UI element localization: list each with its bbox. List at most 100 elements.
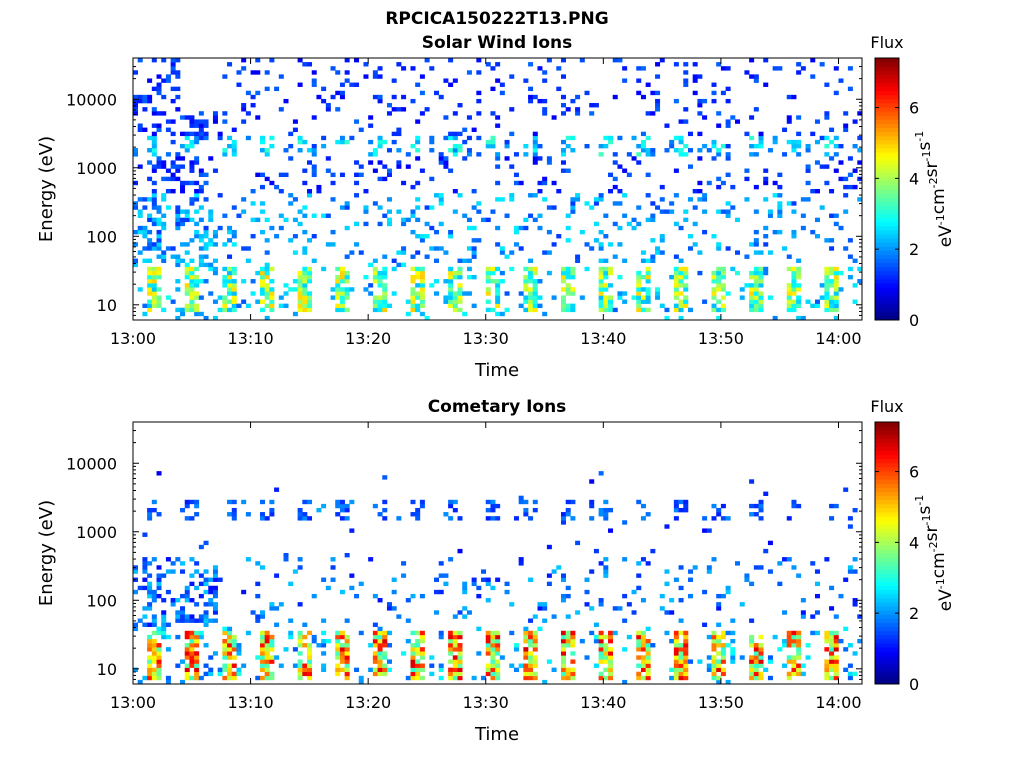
heatmap-cell [796,283,802,288]
heatmap-cell [683,651,689,656]
heatmap-cell [339,303,345,309]
heatmap-cell [495,516,501,521]
heatmap-cell [829,651,835,656]
heatmap-cell [598,143,604,149]
heatmap-cell [311,634,317,640]
heatmap-cell [716,679,722,685]
heatmap-cell [678,499,684,505]
heatmap-cell [560,168,566,173]
heatmap-cell [311,152,317,157]
heatmap-cell [448,557,454,562]
heatmap-cell [683,647,689,652]
heatmap-cell [419,291,425,296]
unit-exponent: -1 [913,131,926,142]
heatmap-cell [255,561,261,566]
heatmap-cell [151,217,157,223]
heatmap-cell [622,291,628,296]
heatmap-cell [255,299,261,304]
heatmap-cell [429,655,435,660]
heatmap-cell [570,98,576,104]
heatmap-cell [542,70,548,75]
heatmap-cell [175,94,181,100]
heatmap-cell [377,299,383,304]
heatmap-cell [330,287,336,292]
heatmap-cell [608,655,614,660]
heatmap-cell [419,655,425,660]
heatmap-cell [829,299,835,304]
heatmap-cell [692,221,698,227]
heatmap-cell [194,618,200,623]
heatmap-cell [523,143,529,149]
heatmap-cell [170,70,176,75]
heatmap-cell [410,287,416,292]
heatmap-cell [655,205,661,210]
heatmap-cell [664,315,670,321]
heatmap-cell [462,156,468,161]
heatmap-cell [194,503,200,509]
heatmap-cell [640,598,646,603]
heatmap-cell [716,62,722,67]
heatmap-cell [255,270,261,276]
heatmap-cell [255,614,261,619]
heatmap-cell [396,516,402,521]
heatmap-cell [749,242,755,247]
heatmap-cell [796,258,802,263]
heatmap-cell [212,315,218,321]
heatmap-cell [575,610,581,615]
heatmap-cell [274,234,280,239]
heatmap-cell [725,98,731,104]
heatmap-cell [203,242,209,247]
heatmap-cell [857,176,863,182]
heatmap-cell [678,659,684,664]
colorbar-swatch [875,643,899,648]
heatmap-cell [528,577,534,582]
heatmap-cell [800,315,806,321]
heatmap-cell [311,82,317,87]
heatmap-cell [528,655,534,660]
heatmap-cell [415,647,421,652]
heatmap-cell [344,516,350,521]
heatmap-cell [800,598,806,603]
heatmap-cell [593,201,599,206]
heatmap-cell [203,225,209,231]
heatmap-cell [368,115,374,120]
heatmap-cell [269,299,275,304]
heatmap-cell [800,663,806,668]
heatmap-cell [278,295,284,300]
heatmap-cell [791,638,797,644]
heatmap-cell [189,295,195,300]
heatmap-cell [810,58,816,63]
heatmap-cell [194,156,200,161]
heatmap-cell [838,78,844,83]
heatmap-cell [424,205,430,210]
heatmap-cell [156,512,162,517]
heatmap-cell [344,274,350,280]
heatmap-cell [156,221,162,227]
heatmap-cell [678,643,684,648]
heatmap-cell [678,119,684,124]
heatmap-cell [730,655,736,660]
heatmap-cell [222,303,228,309]
heatmap-cell [711,516,717,521]
heatmap-cell [419,111,425,116]
heatmap-cell [518,291,524,296]
heatmap-cell [758,675,764,681]
heatmap-cell [358,630,364,636]
heatmap-cell [255,217,261,223]
heatmap-cell [678,675,684,681]
heatmap-cell [532,143,538,149]
heatmap-cell [147,589,153,595]
heatmap-cell [626,152,632,157]
colorbar-swatch [875,119,899,124]
heatmap-cell [598,638,604,644]
heatmap-cell [847,569,853,574]
heatmap-cell [532,675,538,681]
colorbar-swatch [875,193,899,198]
heatmap-cell [640,503,646,509]
heatmap-cell [560,270,566,276]
heatmap-cell [645,295,651,300]
heatmap-cell [292,279,298,284]
heatmap-cell [843,246,849,251]
heatmap-cell [598,295,604,300]
heatmap-cell [716,283,722,288]
